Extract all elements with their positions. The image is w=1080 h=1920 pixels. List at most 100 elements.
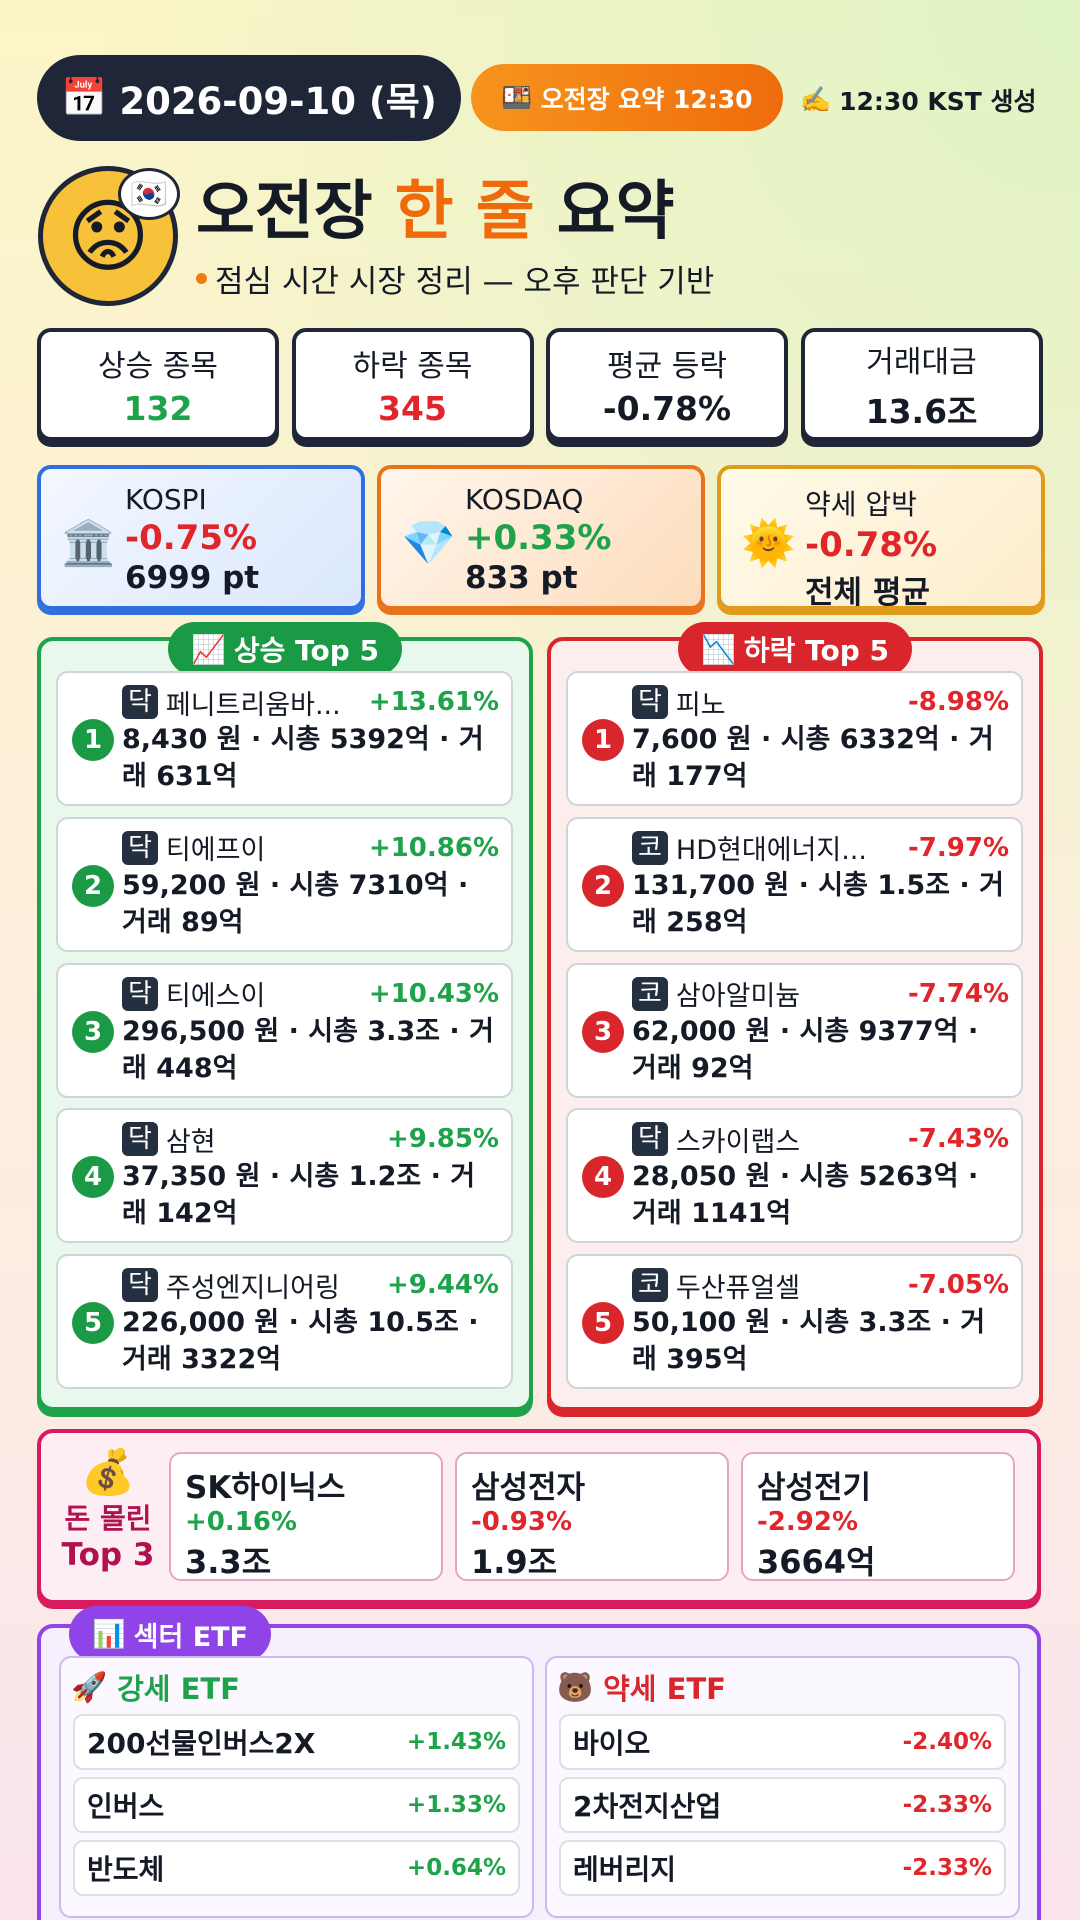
index-name: KOSDAQ (465, 483, 584, 516)
rank: 2 (72, 864, 114, 907)
rank: 3 (72, 1010, 114, 1053)
money-name: 삼성전자 (471, 1470, 586, 1506)
stock-item: 3 코 삼아알미늄 -7.74% 62,000 원 · 시총 9377억 · 거래 92… (566, 962, 1023, 1098)
title-part: 요약 (556, 175, 675, 249)
stock-change: -7.43% (908, 1124, 1009, 1155)
etf-heading: 🚀 강세 ETF (71, 1666, 240, 1708)
etf-row: 2차전지산업 -2.33% (559, 1777, 1006, 1833)
etf-change: -2.33% (902, 1855, 992, 1881)
stock-detail: 37,350 원 · 시총 1.2조 · 거래 142억 (122, 1161, 476, 1230)
index-value: 833 pt (465, 560, 578, 596)
etf-title-text: 섹터 ETF (133, 1621, 248, 1653)
stat-value: 13.6조 (865, 391, 978, 431)
money-change: -0.93% (471, 1507, 572, 1537)
stock-detail: 8,430 원 · 시총 5392억 · 거래 631억 (122, 724, 484, 792)
rank: 1 (72, 719, 114, 761)
etf-change: +0.64% (406, 1855, 506, 1881)
stock-row: 코 HD현대에너지... -7.97% (632, 829, 1009, 867)
panel-title: 상승 Top 5 (233, 634, 380, 667)
etf-row: 인버스 +1.33% (73, 1777, 520, 1833)
stock-detail: 226,000 원 · 시총 10.5조 · 거래 3322억 (122, 1307, 479, 1376)
stock-name: 삼현 (165, 1126, 216, 1158)
panel-title: 하락 Top 5 (743, 634, 890, 667)
money-change: -2.92% (757, 1507, 858, 1537)
stock-row: 닥 티에스이 +10.43% (122, 975, 499, 1013)
stock-detail: 7,600 원 · 시총 6332억 · 거래 177억 (632, 724, 994, 792)
stat-label: 하락 종목 (352, 349, 473, 384)
date-pill: 📅 2026-09-10 (목) (37, 55, 461, 141)
money-title: 돈 몰린 (64, 1502, 152, 1535)
stat-card: 상승 종목 132 (37, 328, 279, 441)
etf-name: 200선물인버스2X (87, 1727, 316, 1760)
stock-detail: 50,100 원 · 시총 3.3조 · 거래 395억 (632, 1307, 986, 1376)
generated-text: 12:30 KST 생성 (839, 87, 1037, 116)
index-card: 🏛️ KOSPI -0.75% 6999 pt (37, 465, 365, 610)
market-tag: 코 (632, 976, 668, 1011)
etf-change: -2.40% (902, 1729, 992, 1755)
rank: 4 (72, 1156, 114, 1199)
money-amount: 3664억 (757, 1543, 876, 1581)
stat-value: 345 (378, 389, 447, 428)
title: 오전장 한 줄 요약 (196, 160, 674, 252)
panel-icon: 📈 (190, 632, 226, 666)
etf-heading-icon: 🐻 (557, 1669, 594, 1704)
generated-icon: ✍️ (800, 85, 832, 114)
market-tag: 닥 (122, 685, 158, 719)
stock-item: 4 닥 스카이랩스 -7.43% 28,050 원 · 시총 5263억 · 거래 11… (566, 1108, 1023, 1244)
stock-row: 닥 스카이랩스 -7.43% (632, 1120, 1009, 1158)
stat-label: 평균 등락 (607, 349, 727, 384)
index-icon: 💎 (401, 518, 456, 569)
bullet (196, 273, 207, 284)
stock-name: 페니트리움바... (165, 689, 341, 721)
market-tag: 닥 (122, 1122, 158, 1157)
gainers-title: 📈 상승 Top 5 (168, 622, 402, 676)
stock-row: 코 삼아알미늄 -7.74% (632, 975, 1009, 1013)
stock-item: 1 닥 페니트리움바... +13.61% 8,430 원 · 시총 5392억 · 거… (56, 671, 513, 806)
market-tag: 닥 (122, 976, 158, 1011)
stock-row: 닥 주성엔지니어링 +9.44% (122, 1266, 499, 1304)
etf-name: 2차전지산업 (573, 1790, 722, 1823)
etf-row: 200선물인버스2X +1.43% (73, 1714, 520, 1770)
money-icon: 💰 (80, 1447, 136, 1498)
money-name: SK하이닉스 (185, 1470, 346, 1506)
date-icon: 📅 (61, 76, 108, 119)
stock-detail: 296,500 원 · 시총 3.3조 · 거래 448억 (122, 1015, 494, 1084)
stock-item: 5 코 두산퓨얼셀 -7.05% 50,100 원 · 시총 3.3조 · 거래 395… (566, 1254, 1023, 1390)
rank: 5 (72, 1302, 114, 1345)
rank: 3 (582, 1010, 624, 1053)
subtitle-text: 점심 시간 시장 정리 — 오후 판단 기반 (215, 264, 715, 300)
money-title: Top 3 (61, 1537, 155, 1573)
stat-card: 평균 등락 -0.78% (546, 328, 788, 441)
rank: 4 (582, 1156, 624, 1199)
title-part: 한 줄 (394, 175, 535, 249)
index-change: -0.75% (125, 518, 258, 558)
rank: 2 (582, 864, 624, 907)
index-card: 💎 KOSDAQ +0.33% 833 pt (377, 465, 705, 610)
market-tag: 닥 (632, 1122, 668, 1157)
stock-change: +13.61% (368, 687, 499, 717)
market-tag: 코 (632, 1268, 668, 1303)
rank: 5 (582, 1302, 624, 1345)
market-tag: 코 (632, 830, 668, 865)
stat-label: 거래대금 (866, 344, 977, 380)
etf-title: 📊 섹터 ETF (69, 1606, 271, 1662)
etf-row: 바이오 -2.40% (559, 1714, 1006, 1770)
stock-change: -8.98% (908, 687, 1009, 717)
stock-item: 3 닥 티에스이 +10.43% 296,500 원 · 시총 3.3조 · 거래 44… (56, 962, 513, 1098)
generated: ✍️ 12:30 KST 생성 (800, 80, 1037, 120)
index-name: KOSPI (125, 483, 207, 516)
index-icon: 🌞 (741, 518, 796, 569)
stock-name: 삼아알미늄 (675, 981, 801, 1013)
losers-title: 📉 하락 Top 5 (678, 622, 912, 676)
panel-icon: 📉 (700, 632, 736, 666)
stock-detail: 131,700 원 · 시총 1.5조 · 거래 258억 (632, 869, 1004, 938)
etf-change: -2.33% (902, 1792, 992, 1818)
stock-change: +9.85% (387, 1124, 499, 1155)
stock-row: 코 두산퓨얼셀 -7.05% (632, 1266, 1009, 1304)
stat-value: -0.78% (602, 389, 732, 428)
stock-change: -7.05% (908, 1270, 1009, 1301)
stock-item: 2 닥 티에프이 +10.86% 59,200 원 · 시총 7310억 · 거래 89… (56, 816, 513, 952)
etf-heading-text: 약세 ETF (603, 1672, 726, 1706)
market-tag: 닥 (122, 830, 158, 865)
stat-card: 거래대금 13.6조 (800, 328, 1043, 441)
